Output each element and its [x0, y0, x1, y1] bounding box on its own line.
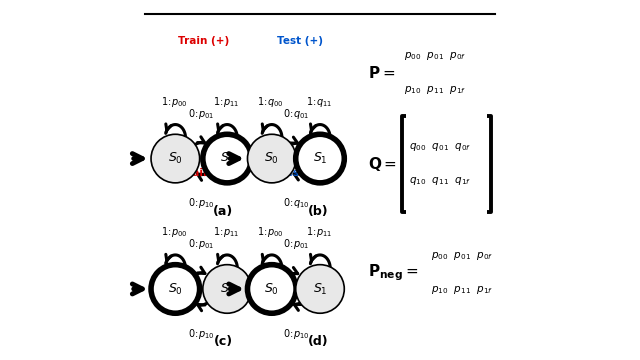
Text: $1\!:\!p_{11}$: $1\!:\!p_{11}$	[212, 95, 239, 109]
Text: $\mathit{S}_0$: $\mathit{S}_0$	[168, 282, 183, 297]
Circle shape	[248, 134, 296, 183]
Text: $p_{00}\ \ p_{01}\ \ p_{0f}$: $p_{00}\ \ p_{01}\ \ p_{0f}$	[431, 250, 493, 262]
Text: (c): (c)	[214, 335, 233, 348]
Text: $p_{10}\ \ p_{11}\ \ p_{1f}$: $p_{10}\ \ p_{11}\ \ p_{1f}$	[431, 284, 493, 296]
Circle shape	[151, 265, 200, 313]
Text: $0\!:\!q_{01}$: $0\!:\!q_{01}$	[283, 107, 309, 121]
Text: Train (+): Train (+)	[179, 36, 230, 46]
Text: $\mathbf{P}_{\mathbf{neg}}$$=$: $\mathbf{P}_{\mathbf{neg}}$$=$	[368, 262, 419, 283]
Circle shape	[203, 265, 252, 313]
Text: $0\!:\!p_{10}$: $0\!:\!p_{10}$	[283, 327, 309, 341]
Circle shape	[296, 134, 344, 183]
Circle shape	[296, 265, 344, 313]
Text: $\mathit{S}_0$: $\mathit{S}_0$	[168, 151, 183, 166]
Circle shape	[151, 134, 200, 183]
Text: $0\!:\!q_{10}$: $0\!:\!q_{10}$	[283, 196, 309, 210]
Text: $0\!:\!p_{01}$: $0\!:\!p_{01}$	[188, 107, 214, 121]
Text: $1\!:\!p_{00}$: $1\!:\!p_{00}$	[257, 225, 284, 239]
Text: (b): (b)	[307, 205, 328, 218]
Text: $0\!:\!p_{01}$: $0\!:\!p_{01}$	[188, 237, 214, 251]
Text: $\mathit{S}_1$: $\mathit{S}_1$	[313, 282, 327, 297]
Text: $1\!:\!p_{11}$: $1\!:\!p_{11}$	[212, 225, 239, 239]
Text: $\mathit{S}_1$: $\mathit{S}_1$	[313, 151, 327, 166]
Text: $0\!:\!p_{10}$: $0\!:\!p_{10}$	[188, 327, 214, 341]
Text: (a): (a)	[213, 205, 233, 218]
Text: $1\!:\!q_{11}$: $1\!:\!q_{11}$	[306, 95, 332, 109]
Text: $1\!:\!p_{00}$: $1\!:\!p_{00}$	[161, 225, 188, 239]
Text: $p_{00}\ \ p_{01}\ \ p_{0f}$: $p_{00}\ \ p_{01}\ \ p_{0f}$	[404, 50, 467, 62]
Text: $\mathit{S}_0$: $\mathit{S}_0$	[264, 282, 279, 297]
Text: $\mathbf{P}=$: $\mathbf{P}=$	[368, 65, 396, 81]
Text: $\mathit{S}_0$: $\mathit{S}_0$	[264, 151, 279, 166]
Text: $\mathbf{Q}=$: $\mathbf{Q}=$	[368, 155, 397, 173]
Circle shape	[203, 134, 252, 183]
Text: $q_{10}\ \ q_{11}\ \ q_{1f}$: $q_{10}\ \ q_{11}\ \ q_{1f}$	[408, 175, 471, 186]
Text: $1\!:\!q_{00}$: $1\!:\!q_{00}$	[257, 95, 284, 109]
Text: $q_{00}\ \ q_{01}\ \ q_{0f}$: $q_{00}\ \ q_{01}\ \ q_{0f}$	[408, 141, 471, 153]
Text: (d): (d)	[307, 335, 328, 348]
Text: $p_{10}\ \ p_{11}\ \ p_{1f}$: $p_{10}\ \ p_{11}\ \ p_{1f}$	[404, 84, 467, 95]
Text: $0\!:\!p_{01}$: $0\!:\!p_{01}$	[283, 237, 309, 251]
Text: Train (-): Train (-)	[180, 168, 227, 178]
Text: $0\!:\!p_{10}$: $0\!:\!p_{10}$	[188, 196, 214, 210]
Circle shape	[248, 265, 296, 313]
Text: Test (-): Test (-)	[280, 168, 321, 178]
Text: $1\!:\!p_{11}$: $1\!:\!p_{11}$	[306, 225, 332, 239]
Text: Test (+): Test (+)	[277, 36, 323, 46]
Text: $\mathit{S}_1$: $\mathit{S}_1$	[220, 151, 234, 166]
Text: $\mathit{S}_1$: $\mathit{S}_1$	[220, 282, 234, 297]
Text: $1\!:\!p_{00}$: $1\!:\!p_{00}$	[161, 95, 188, 109]
